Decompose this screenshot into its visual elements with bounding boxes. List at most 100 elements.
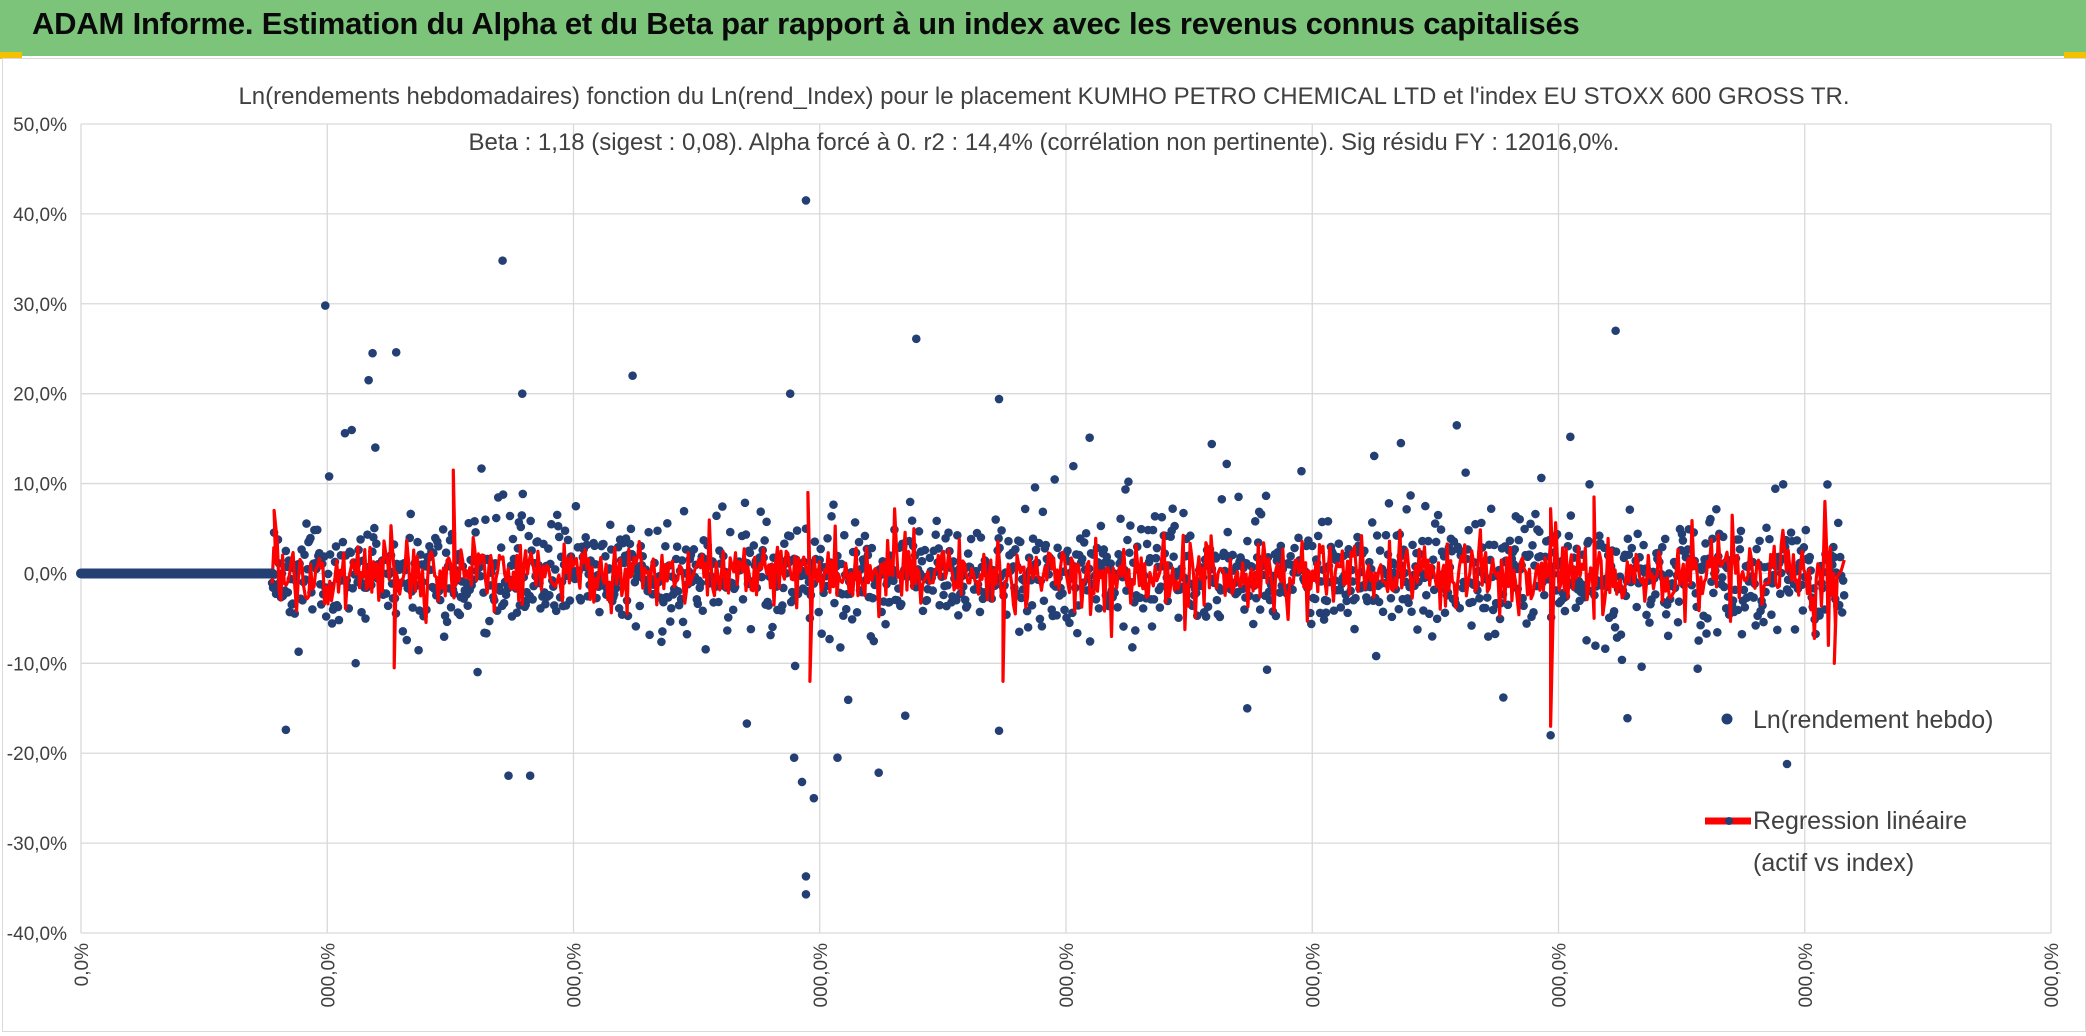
data-point xyxy=(1422,590,1431,600)
data-point xyxy=(645,630,654,640)
data-point xyxy=(768,622,777,632)
x-tick-label: 000,0% xyxy=(318,943,339,1008)
data-point xyxy=(963,549,973,558)
data-point xyxy=(814,607,824,617)
data-point xyxy=(1030,483,1040,492)
data-point xyxy=(1520,524,1529,534)
data-point xyxy=(1801,525,1811,535)
data-point xyxy=(1515,514,1525,524)
data-point xyxy=(661,541,670,551)
data-point xyxy=(298,596,307,605)
y-tick-label: -10,0% xyxy=(7,654,67,675)
data-point xyxy=(1798,606,1808,615)
data-point xyxy=(1617,655,1627,665)
data-point xyxy=(498,490,508,499)
data-point xyxy=(347,425,357,435)
data-point xyxy=(1138,604,1148,613)
legend-label-regression: Regression linéaire xyxy=(1753,807,1967,835)
data-point xyxy=(1014,627,1024,637)
data-point xyxy=(712,511,721,521)
data-point xyxy=(1170,521,1179,531)
data-point xyxy=(512,608,522,618)
data-point xyxy=(1482,593,1492,602)
data-point xyxy=(1203,602,1213,612)
data-point xyxy=(760,536,769,545)
data-point xyxy=(1701,539,1710,548)
data-point xyxy=(1151,553,1161,563)
data-point xyxy=(565,596,575,605)
data-point xyxy=(470,516,479,526)
data-point xyxy=(446,603,456,612)
data-point xyxy=(1433,510,1443,520)
data-point xyxy=(860,531,870,541)
data-point xyxy=(1525,550,1534,560)
data-point xyxy=(582,540,591,550)
data-point xyxy=(1396,438,1406,448)
data-point xyxy=(1174,613,1183,623)
data-point xyxy=(1693,664,1702,673)
data-point xyxy=(576,596,586,605)
data-point xyxy=(1085,433,1094,443)
data-point xyxy=(1145,553,1155,563)
data-point xyxy=(1039,596,1049,606)
data-point xyxy=(939,590,948,600)
data-point xyxy=(1050,475,1059,484)
data-point xyxy=(745,548,755,558)
data-point xyxy=(1566,511,1576,520)
data-point xyxy=(1694,636,1703,645)
data-point xyxy=(501,590,511,600)
data-point xyxy=(313,525,322,535)
data-point xyxy=(331,542,341,551)
data-point xyxy=(551,606,561,616)
data-point xyxy=(334,615,344,625)
data-point xyxy=(1642,610,1651,620)
data-point xyxy=(1375,546,1385,555)
data-point xyxy=(1342,596,1351,606)
data-point xyxy=(1611,326,1620,336)
data-point xyxy=(1661,610,1671,619)
report-title: ADAM Informe. Estimation du Alpha et du … xyxy=(32,6,1580,41)
data-point xyxy=(1125,548,1134,558)
data-point xyxy=(1719,582,1729,592)
data-point xyxy=(628,371,637,380)
data-point xyxy=(351,658,360,668)
data-point xyxy=(1179,508,1188,518)
data-point xyxy=(920,545,930,555)
data-point xyxy=(854,537,864,547)
data-point xyxy=(368,348,377,358)
data-point xyxy=(1286,551,1295,561)
y-tick-label: 40,0% xyxy=(13,205,67,226)
data-point xyxy=(1099,545,1109,554)
x-tick-label: 000,0% xyxy=(811,943,832,1008)
data-point xyxy=(1752,544,1761,554)
data-point xyxy=(1734,535,1744,544)
data-point xyxy=(370,523,379,533)
data-point xyxy=(817,629,826,638)
data-point xyxy=(850,518,860,527)
data-point xyxy=(1610,622,1620,632)
data-point xyxy=(1600,644,1610,654)
y-tick-label: -20,0% xyxy=(7,744,67,765)
data-point xyxy=(1657,542,1667,552)
data-point xyxy=(790,661,800,671)
data-point xyxy=(1585,480,1594,489)
data-point xyxy=(528,595,537,604)
data-point xyxy=(1038,507,1048,517)
data-point xyxy=(1022,606,1032,616)
data-point xyxy=(1128,643,1137,652)
data-point xyxy=(738,595,748,604)
data-point xyxy=(1313,531,1323,541)
data-point xyxy=(673,586,683,596)
data-point xyxy=(1168,504,1177,513)
data-point xyxy=(740,498,750,508)
data-point xyxy=(1126,521,1135,530)
data-point xyxy=(441,548,451,558)
data-point xyxy=(508,534,518,544)
data-point xyxy=(369,532,378,542)
data-point xyxy=(1698,562,1707,571)
data-point xyxy=(1531,509,1540,519)
data-point xyxy=(1838,576,1848,585)
data-point xyxy=(477,464,486,473)
data-point xyxy=(1709,588,1718,598)
data-point xyxy=(1564,531,1574,541)
